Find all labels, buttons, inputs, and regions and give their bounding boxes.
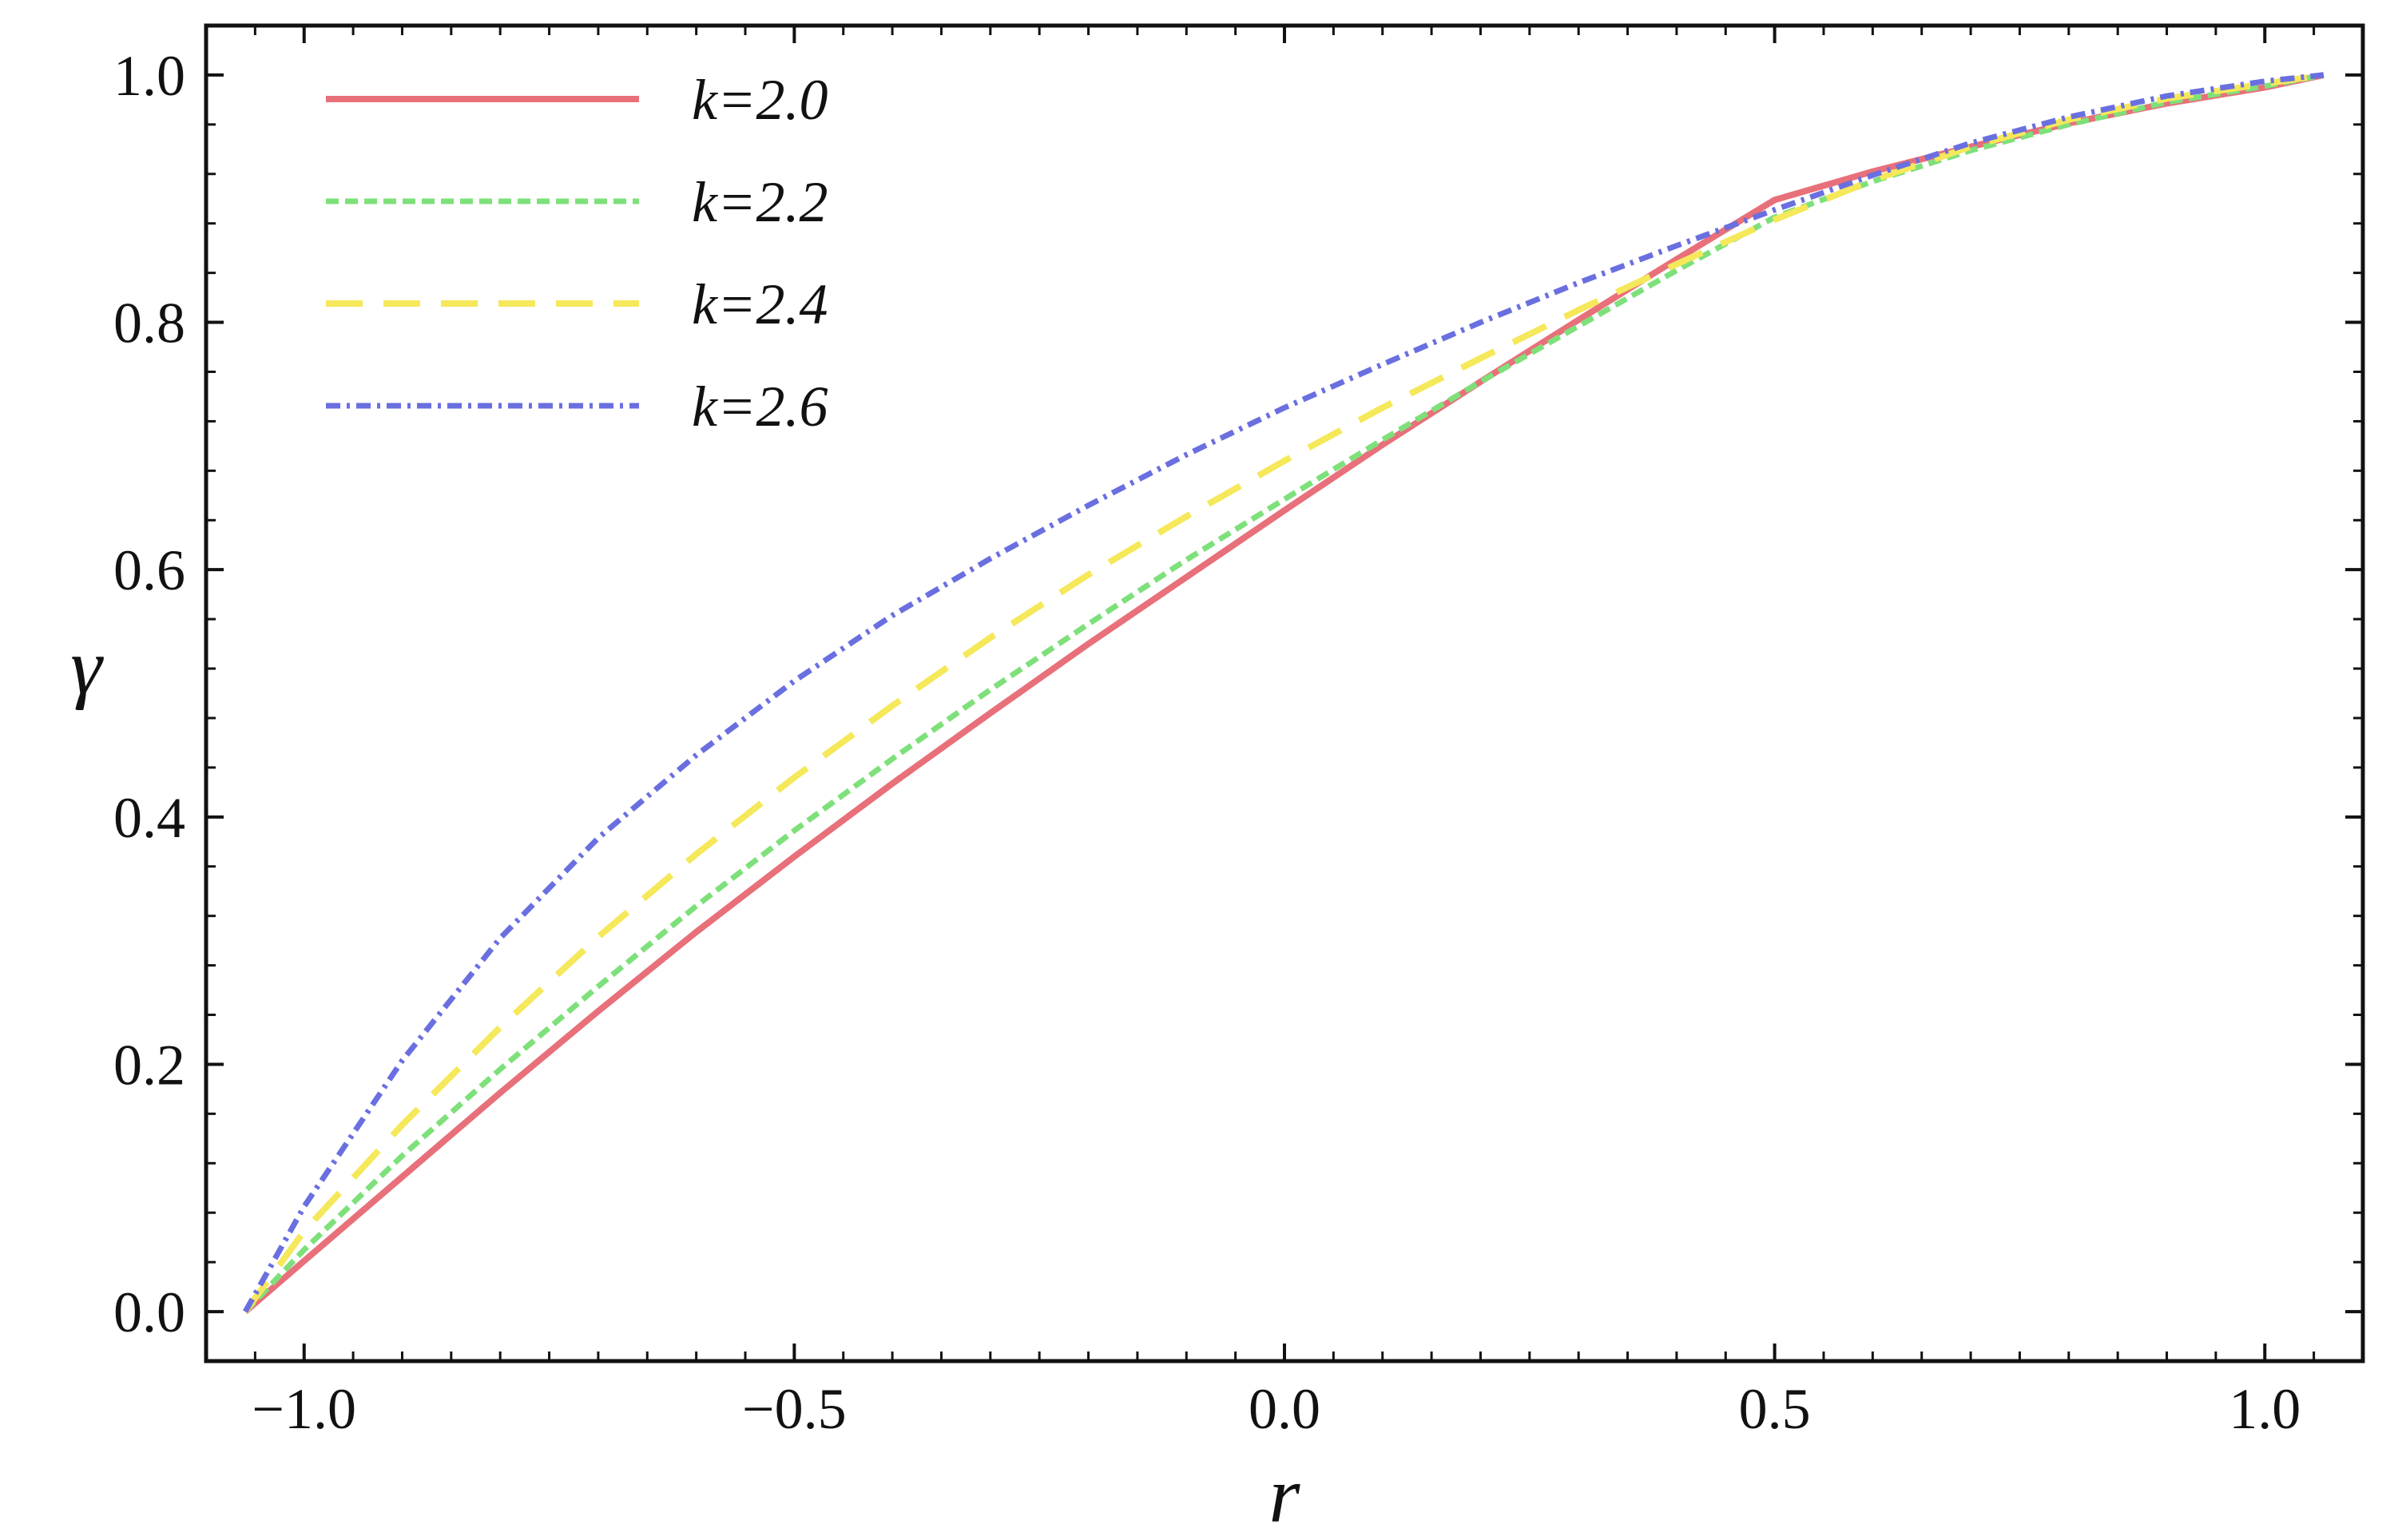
legend-label: k=2.6 [692,375,828,439]
x-tick-label: 0.0 [1249,1377,1320,1441]
x-tick-label: 1.0 [2229,1377,2301,1441]
series-layer [242,71,2325,1315]
y-tick-label: 0.0 [113,1280,185,1344]
x-tick-label: 0.5 [1739,1377,1811,1441]
y-tick-label: 1.0 [113,44,185,108]
y-tick-label: 0.2 [113,1033,185,1097]
legend: k=2.0 k=2.2 k=2.4 k=2.6 [326,68,828,439]
legend-label: k=2.0 [692,68,828,132]
series-line-k-2-6 [243,72,2325,1313]
x-tick-label: −0.5 [742,1377,847,1441]
x-tick-label: −1.0 [252,1377,356,1441]
y-tick-label: 0.8 [113,292,185,355]
y-tick-label: 0.4 [113,786,185,850]
tick-layer: −1.0 −0.5 0.0 0.5 1.0 0.0 0.2 0.4 0.6 0.8 1.0 [113,24,2364,1441]
legend-label: k=2.4 [692,272,828,336]
series-line-k-2-2 [243,72,2325,1314]
series-line-k-2-4 [242,71,2325,1314]
y-tick-label: 0.6 [113,538,185,602]
x-axis-title: r [1269,1451,1301,1539]
y-axis-title: γ [70,622,104,711]
legend-label: k=2.2 [692,170,828,234]
